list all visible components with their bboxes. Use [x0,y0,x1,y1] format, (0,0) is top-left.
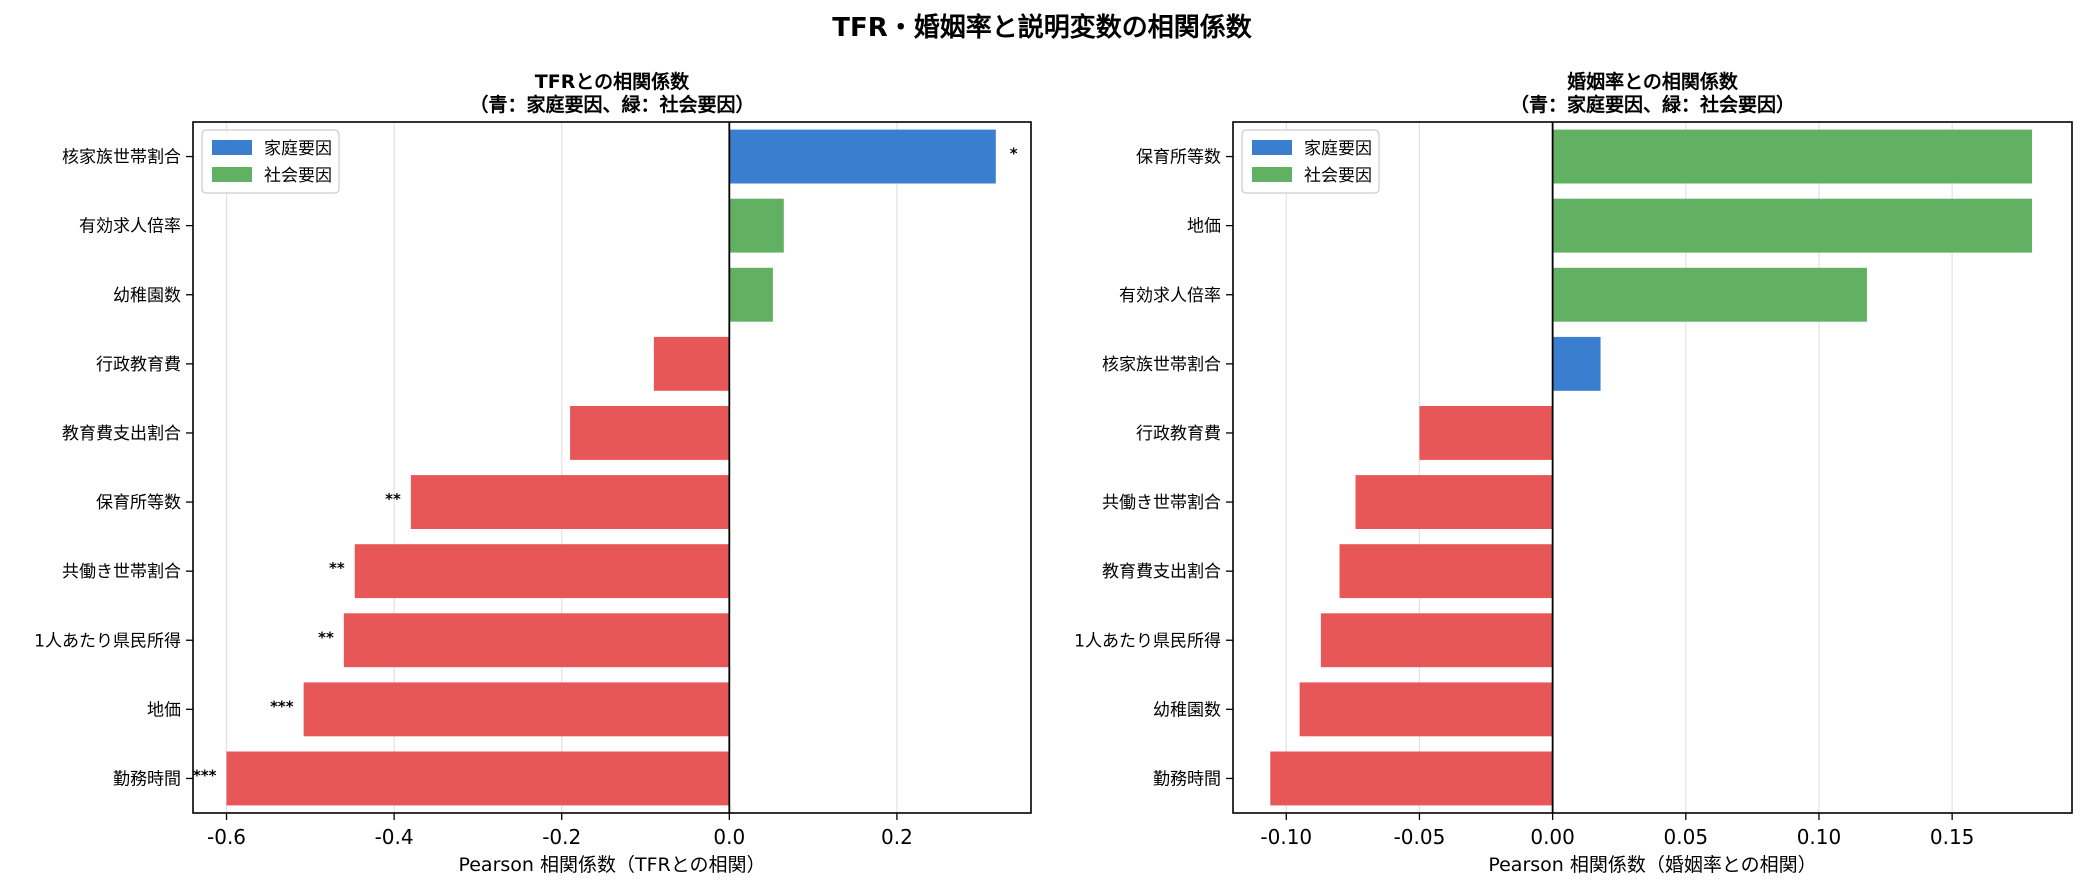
figure-suptitle: TFR・婚姻率と説明変数の相関係数 [832,12,1253,43]
bar-勤務時間 [226,751,730,806]
marriage-rate-correlation-panel: 婚姻率との相関係数（青：家庭要因、緑：社会要因） 保育所等数地価有効求人倍率核家族… [1074,70,2073,876]
significance-marker: *** [193,766,217,784]
significance-marker: *** [270,697,294,715]
bar-勤務時間 [1270,751,1553,806]
y-tick-label: 1人あたり県民所得 [1074,631,1221,651]
significance-marker: ** [329,559,345,577]
y-tick-label: 行政教育費 [1136,424,1221,444]
y-tick-label: 共働き世帯割合 [62,562,181,582]
bar-保育所等数 [410,475,730,529]
chart-title-line: （青：家庭要因、緑：社会要因） [1510,93,1795,116]
y-tick-label: 1人あたり県民所得 [34,631,181,651]
y-tick-label: 教育費支出割合 [62,424,181,444]
x-axis-label: Pearson 相関係数（婚姻率との相関） [1488,854,1816,876]
y-tick-label: 有効求人倍率 [1119,286,1221,306]
x-tick-label: -0.6 [207,825,246,849]
tfr-correlation-panel: TFRとの相関係数（青：家庭要因、緑：社会要因）*************核家族… [34,70,1032,876]
y-tick-label: 核家族世帯割合 [1102,355,1221,375]
bar-地価 [1552,198,2033,253]
significance-marker: ** [318,628,334,646]
bar-有効求人倍率 [729,198,784,253]
y-tick-label: 核家族世帯割合 [62,148,181,168]
x-tick-label: -0.05 [1394,825,1446,849]
significance-marker: ** [385,490,401,508]
plot-frame [1232,121,2073,814]
y-tick-label: 教育費支出割合 [1102,562,1221,582]
bar-保育所等数 [1552,129,2033,184]
x-tick-label: 0.10 [1797,825,1842,849]
legend-label: 家庭要因 [1304,139,1372,159]
legend-label: 社会要因 [264,166,332,186]
x-tick-label: 0.00 [1530,825,1575,849]
bar-地価 [303,682,730,737]
x-tick-label: -0.10 [1260,825,1312,849]
y-tick-label: 共働き世帯割合 [1102,493,1221,513]
y-tick-label: 勤務時間 [113,769,181,789]
y-tick-label: 勤務時間 [1153,769,1221,789]
x-tick-label: -0.4 [375,825,414,849]
legend-swatch [1252,140,1292,155]
legend-swatch [212,167,252,182]
bar-幼稚園数 [1299,682,1553,737]
legend-label: 社会要因 [1304,166,1372,186]
x-tick-label: 0.0 [713,825,745,849]
x-axis-label: Pearson 相関係数（TFRとの相関） [458,854,765,876]
legend-swatch [1252,167,1292,182]
legend-label: 家庭要因 [264,139,332,159]
bar-教育費支出割合 [570,406,730,460]
y-tick-label: 地価 [147,700,181,720]
plot-frame [192,121,1032,814]
y-tick-label: 幼稚園数 [113,286,181,306]
x-tick-label: 0.15 [1930,825,1975,849]
bar-共働き世帯割合 [1355,475,1553,529]
y-tick-label: 地価 [1187,217,1221,237]
bar-共働き世帯割合 [354,544,730,599]
chart-title-line: TFRとの相関係数 [535,70,690,93]
bar-核家族世帯割合 [729,129,996,184]
bar-有効求人倍率 [1552,267,1867,322]
x-tick-label: 0.05 [1664,825,1709,849]
legend-swatch [212,140,252,155]
significance-marker: * [1010,145,1018,163]
y-tick-label: 幼稚園数 [1153,700,1221,720]
x-tick-label: 0.2 [881,825,913,849]
bar-1人あたり県民所得 [343,613,730,668]
bar-行政教育費 [653,336,730,391]
y-tick-label: 保育所等数 [96,493,181,513]
bar-核家族世帯割合 [1552,336,1601,391]
bar-行政教育費 [1419,406,1553,460]
x-tick-label: -0.2 [542,825,581,849]
bar-教育費支出割合 [1339,544,1553,599]
chart-title-line: （青：家庭要因、緑：社会要因） [469,93,754,116]
bar-幼稚園数 [729,267,773,322]
y-tick-label: 有効求人倍率 [79,217,181,237]
y-tick-label: 行政教育費 [96,355,181,375]
chart-title-line: 婚姻率との相関係数 [1567,70,1739,93]
bar-1人あたり県民所得 [1320,613,1553,668]
y-tick-label: 保育所等数 [1136,148,1221,168]
